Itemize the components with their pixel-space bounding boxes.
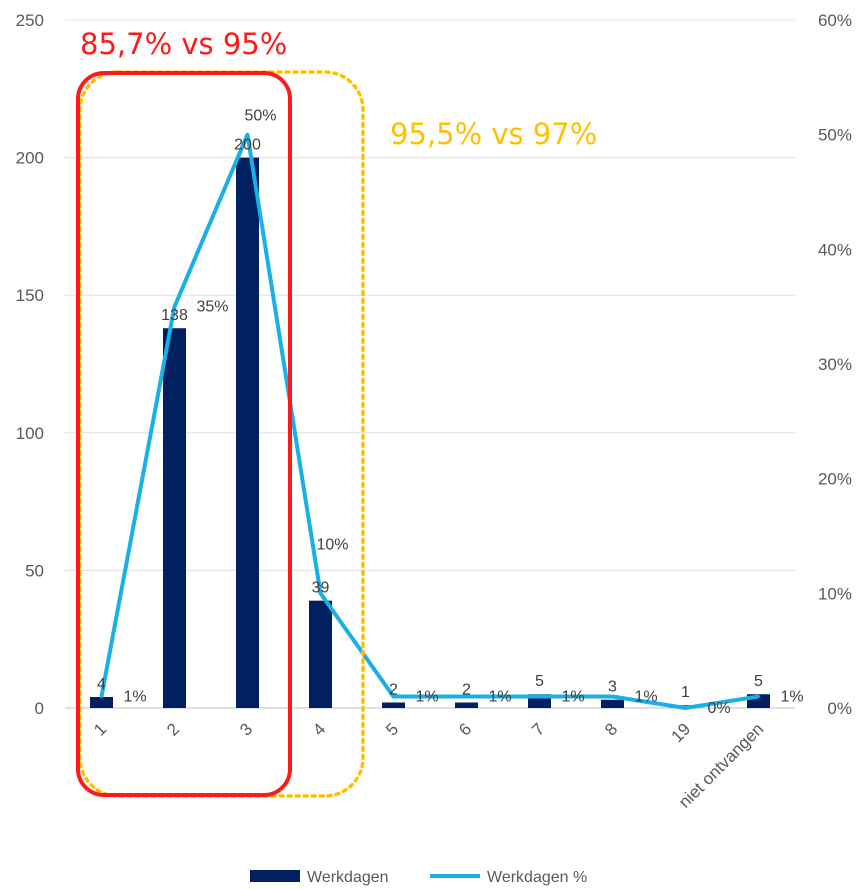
line-label: 1% — [562, 689, 585, 706]
line-label: 35% — [197, 299, 229, 316]
bar — [309, 600, 332, 708]
bar-label: 138 — [161, 307, 188, 324]
series-line — [99, 132, 759, 710]
category-label: 8 — [601, 719, 621, 739]
line-point — [319, 591, 322, 595]
category-label: 7 — [528, 719, 548, 739]
line-point — [100, 695, 103, 699]
legend: Werkdagen Werkdagen % — [250, 869, 587, 886]
red-annotation: 85,7% vs 95% — [80, 27, 287, 61]
line-point — [611, 695, 614, 699]
yellow-annotation: 95,5% vs 97% — [390, 117, 597, 151]
category-label: 1 — [90, 719, 110, 739]
line-point — [684, 706, 687, 710]
bar — [163, 328, 186, 708]
line-label: 1% — [635, 689, 658, 706]
left-axis: 0 50 100 150 200 250 — [16, 11, 44, 718]
line-point — [757, 695, 760, 699]
line-data-labels: 1% 35% 50% 10% 1% 1% 1% 1% 0% 1% — [124, 108, 804, 717]
bar-label: 2 — [389, 681, 398, 698]
line-point — [246, 133, 249, 137]
bar-label: 4 — [97, 676, 106, 693]
legend-swatch-werkdagen — [250, 870, 300, 882]
line-series — [99, 132, 760, 710]
category-label: 3 — [236, 719, 256, 739]
right-tick-label: 0% — [827, 699, 852, 718]
red-highlight-box — [76, 71, 292, 797]
right-tick-label: 60% — [818, 11, 852, 30]
right-tick-label: 50% — [818, 126, 852, 145]
category-label: 4 — [309, 719, 329, 739]
line-point — [392, 695, 395, 699]
bar-label: 3 — [608, 679, 617, 696]
line-label: 1% — [781, 689, 804, 706]
bar-label: 1 — [681, 684, 690, 701]
right-tick-label: 30% — [818, 355, 852, 374]
left-tick-label: 0 — [35, 699, 44, 718]
left-tick-label: 200 — [16, 149, 44, 168]
line-point — [538, 695, 541, 699]
right-axis: 0% 10% 20% 30% 40% 50% 60% — [818, 11, 852, 718]
left-tick-label: 150 — [16, 286, 44, 305]
line-point — [173, 305, 176, 309]
bar — [455, 702, 478, 708]
category-label: 6 — [455, 719, 475, 739]
bar — [382, 702, 405, 708]
bar-label: 2 — [462, 681, 471, 698]
left-tick-label: 100 — [16, 424, 44, 443]
bar-label: 5 — [535, 673, 544, 690]
bar — [90, 696, 113, 708]
category-label: 2 — [163, 719, 183, 739]
bar-label: 5 — [754, 673, 763, 690]
category-label: 5 — [382, 719, 402, 739]
line-label: 1% — [124, 689, 147, 706]
line-label: 10% — [317, 536, 349, 553]
bar-label: 200 — [234, 137, 261, 154]
legend-label-werkdagen: Werkdagen — [307, 869, 389, 886]
bar — [601, 699, 624, 708]
left-tick-label: 250 — [16, 11, 44, 30]
line-label: 1% — [489, 689, 512, 706]
bar — [236, 157, 259, 709]
line-label: 1% — [416, 689, 439, 706]
line-label: 0% — [708, 700, 731, 717]
right-tick-label: 10% — [818, 584, 852, 603]
line-point — [465, 695, 468, 699]
legend-label-werkdagen-pct: Werkdagen % — [487, 869, 587, 886]
left-tick-label: 50 — [25, 561, 44, 580]
right-tick-label: 20% — [818, 470, 852, 489]
right-tick-label: 40% — [818, 240, 852, 259]
category-label: 19 — [668, 719, 695, 746]
bar-label: 39 — [312, 580, 330, 597]
line-label: 50% — [245, 108, 277, 125]
